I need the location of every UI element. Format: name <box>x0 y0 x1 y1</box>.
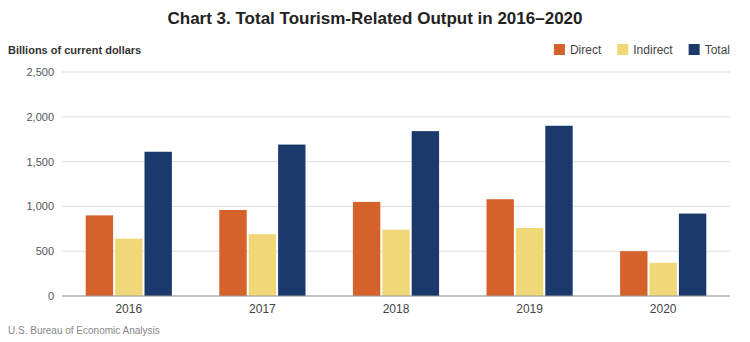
x-axis-line <box>62 296 730 297</box>
bar <box>353 202 380 296</box>
x-ticks: 2016 2017 2018 2019 2020 <box>115 302 676 316</box>
y-tick-label: 2,500 <box>26 66 54 78</box>
bar <box>144 152 171 296</box>
bar <box>620 251 647 296</box>
legend-label: Indirect <box>633 43 673 57</box>
legend-swatch <box>689 44 700 55</box>
bar <box>679 214 706 296</box>
x-tick-label: 2019 <box>516 302 543 316</box>
bar <box>412 131 439 296</box>
legend: Direct Indirect Total <box>554 43 730 57</box>
bar <box>86 215 113 296</box>
legend-item: Total <box>689 43 730 57</box>
chart: Chart 3. Total Tourism-Related Output in… <box>0 0 750 342</box>
bar <box>219 210 246 296</box>
bar <box>516 228 543 296</box>
legend-swatch <box>554 44 565 55</box>
x-tick-label: 2020 <box>650 302 677 316</box>
grid-line <box>62 296 730 297</box>
x-tick-label: 2017 <box>249 302 276 316</box>
bar <box>650 263 677 296</box>
grid <box>62 72 730 296</box>
x-tick-label: 2016 <box>115 302 142 316</box>
bars <box>86 126 707 296</box>
title: Chart 3. Total Tourism-Related Output in… <box>167 9 582 28</box>
legend-item: Direct <box>554 43 602 57</box>
y-tick-label: 0 <box>48 290 54 302</box>
y-tick-label: 1,500 <box>26 156 54 168</box>
x-tick-label: 2018 <box>383 302 410 316</box>
y-axis-label: Billions of current dollars <box>8 44 141 56</box>
bar <box>249 234 276 296</box>
bar <box>382 230 409 296</box>
grid-line <box>62 72 730 73</box>
y-ticks: 0 500 1,000 1,500 2,000 2,500 <box>26 66 54 302</box>
bar <box>115 239 142 296</box>
legend-label: Total <box>705 43 730 57</box>
source-note: U.S. Bureau of Economic Analysis <box>8 325 160 336</box>
legend-item: Indirect <box>617 43 673 57</box>
bar <box>545 126 572 296</box>
y-tick-label: 500 <box>36 245 54 257</box>
grid-line <box>62 116 730 117</box>
legend-swatch <box>617 44 628 55</box>
bar <box>487 199 514 296</box>
y-tick-label: 2,000 <box>26 111 54 123</box>
legend-label: Direct <box>570 43 602 57</box>
y-tick-label: 1,000 <box>26 200 54 212</box>
bar <box>278 145 305 296</box>
